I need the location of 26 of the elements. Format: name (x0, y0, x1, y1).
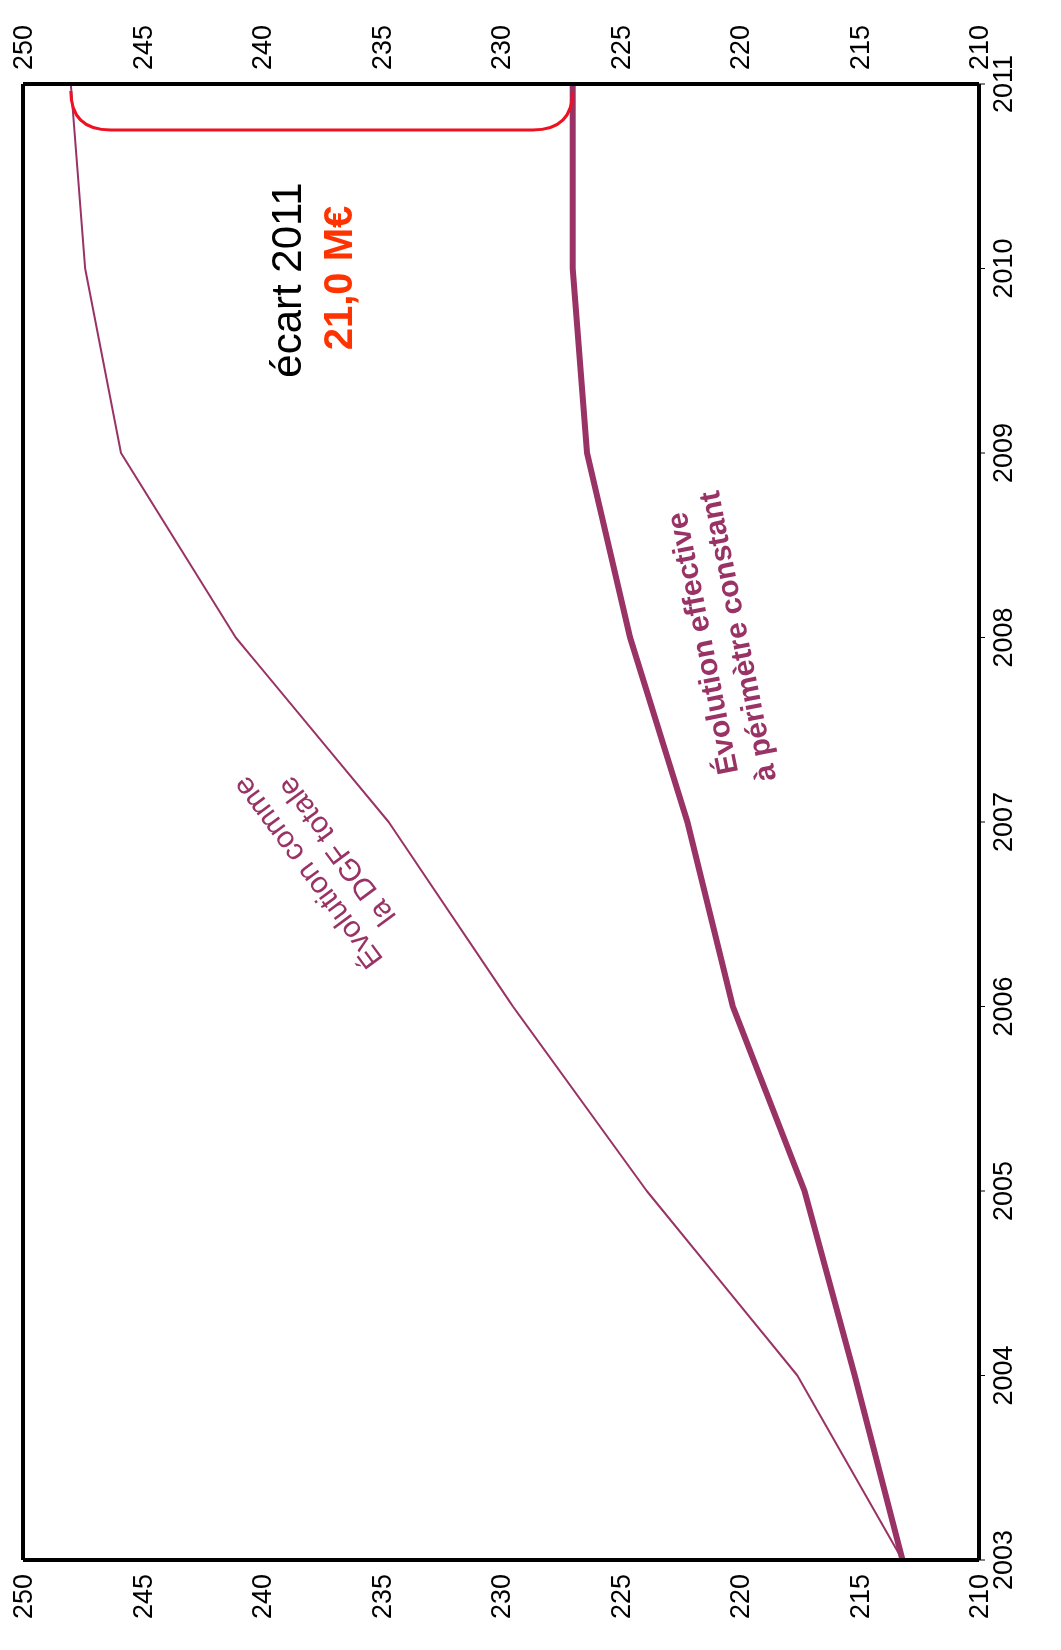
x2-tick-label: 240 (247, 24, 278, 70)
x-tick-label: 235 (366, 1574, 397, 1620)
annotation: écart 2011 (262, 182, 310, 378)
x-tick-label: 225 (605, 1574, 636, 1620)
x2-tick-label: 250 (8, 24, 39, 70)
x2-tick-label: 220 (725, 24, 755, 70)
x-tick-label: 250 (8, 1574, 39, 1620)
x2-tick-label: 245 (127, 24, 158, 70)
x-tick-label: 215 (844, 1574, 875, 1620)
annotation: 21,0 M€ (316, 205, 360, 351)
x-tick-label: 240 (247, 1574, 278, 1620)
y-tick-label: 2005 (988, 1160, 1019, 1222)
y-tick-label: 2009 (988, 422, 1019, 484)
y-tick-label: 2010 (988, 238, 1019, 299)
y-tick-label: 2007 (988, 791, 1019, 853)
x-tick-label: 220 (725, 1574, 755, 1620)
y-tick-label: 2004 (988, 1345, 1019, 1406)
x2-tick-label: 225 (605, 24, 636, 70)
x2-tick-label: 230 (486, 24, 517, 70)
x2-tick-label: 235 (366, 24, 397, 70)
y-tick-label: 2008 (988, 607, 1019, 668)
x-tick-label: 245 (127, 1574, 158, 1620)
x-tick-label: 230 (486, 1574, 517, 1620)
y-tick-label: 2006 (988, 976, 1019, 1037)
text: Évolution effective à périmètre constant (659, 488, 783, 785)
x2-tick-label: 215 (844, 24, 875, 70)
